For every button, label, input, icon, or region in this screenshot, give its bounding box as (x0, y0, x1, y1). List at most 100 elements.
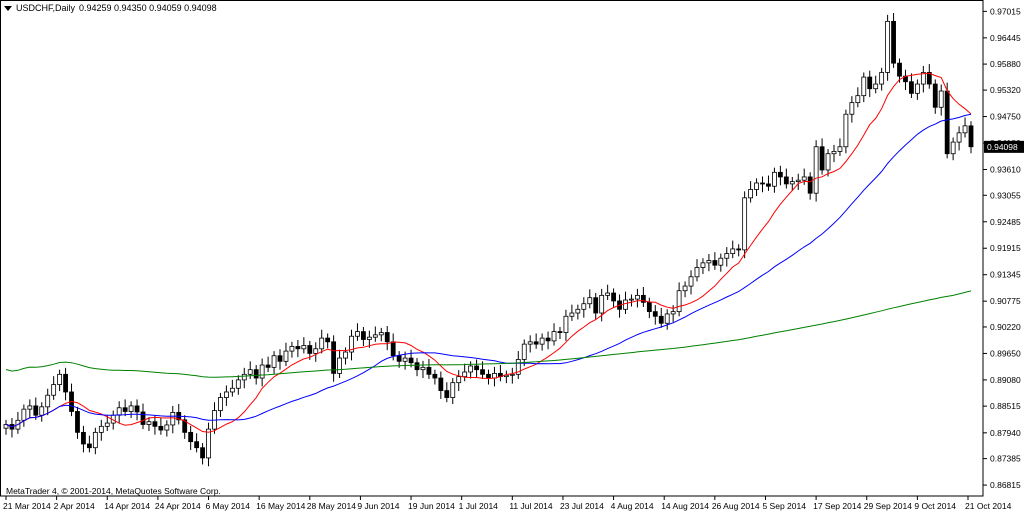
candle-body (813, 146, 819, 194)
candle-body (843, 113, 849, 148)
candle-body (801, 176, 807, 181)
candle (503, 370, 509, 384)
candle (909, 73, 914, 98)
candle-body (629, 298, 634, 301)
candle (700, 258, 706, 275)
candle-body (509, 373, 515, 376)
x-tick-label: 21 Mar 2014 (3, 501, 51, 511)
candle-body (81, 431, 86, 445)
candle (57, 369, 63, 392)
y-tick-label: 0.93055 (990, 190, 1021, 200)
y-tick-label: 0.92485 (990, 217, 1021, 227)
candle-body (962, 125, 968, 134)
candle-body (384, 332, 390, 343)
y-tick-label: 0.86815 (990, 480, 1021, 490)
candle (456, 370, 462, 392)
candle-body (938, 90, 944, 108)
candle (337, 349, 342, 379)
candle-body (45, 394, 51, 408)
candle-body (206, 428, 211, 459)
candle-body (188, 431, 194, 443)
candle-body (950, 141, 956, 155)
candle-body (539, 337, 545, 345)
candle-body (450, 382, 456, 398)
y-tick-label: 0.91915 (990, 243, 1021, 253)
candle-body (849, 102, 855, 115)
candle (271, 351, 277, 374)
candle-body (968, 125, 974, 148)
x-tick-label: 11 Jul 2014 (509, 501, 553, 511)
y-tick-label: 0.91345 (990, 270, 1021, 280)
y-tick-label: 0.87940 (990, 428, 1021, 438)
candle-body (575, 308, 581, 314)
candle (259, 358, 265, 387)
candle-body (486, 373, 491, 379)
candle-body (474, 365, 479, 371)
candle-body (361, 331, 366, 340)
candle (879, 67, 885, 91)
candle-body (420, 366, 426, 371)
candle-body (533, 341, 539, 345)
candle-body (867, 76, 873, 90)
candle-body (170, 412, 176, 426)
candle-body (956, 132, 962, 143)
candle-body (914, 83, 920, 94)
candle-body (92, 431, 98, 449)
candle (706, 254, 712, 272)
candle (372, 326, 378, 342)
candle (235, 375, 241, 395)
candle-body (646, 301, 652, 313)
candle-body (39, 406, 45, 416)
y-tick-label: 0.87385 (990, 454, 1021, 464)
candle (688, 270, 694, 295)
candle-body (789, 181, 795, 185)
candle (938, 84, 944, 116)
candle-body (122, 407, 128, 412)
candle (575, 304, 581, 320)
candle (229, 379, 235, 397)
x-tick-label: 17 Sep 2014 (813, 501, 861, 511)
candle (527, 335, 533, 353)
candle-body (581, 303, 587, 310)
candle (384, 326, 390, 351)
candle (920, 65, 926, 93)
candle (355, 323, 360, 341)
candle (349, 329, 354, 361)
y-tick-label: 0.95880 (990, 59, 1021, 69)
candle (867, 70, 873, 98)
candle-body (462, 371, 468, 378)
candle (599, 288, 605, 322)
candle-body (819, 146, 825, 171)
candle-body (396, 355, 402, 362)
candle (361, 326, 366, 346)
candle (742, 191, 748, 259)
x-tick-label: 1 Jul 2014 (459, 501, 498, 511)
y-tick-label: 0.93610 (990, 165, 1021, 175)
dropdown-triangle-icon[interactable] (4, 5, 12, 11)
candle-body (658, 315, 664, 324)
candle (807, 172, 813, 200)
candle-body (325, 337, 331, 343)
candle-body (402, 357, 408, 362)
candle-body (319, 337, 325, 350)
candle-body (605, 292, 611, 296)
candle (331, 335, 337, 382)
candle-body (897, 62, 902, 77)
candle-body (652, 311, 658, 317)
candle-body (885, 20, 891, 73)
candle-body (891, 20, 896, 64)
candle (891, 13, 896, 68)
candle (462, 363, 468, 382)
candle (694, 259, 700, 282)
x-tick-label: 2 Apr 2014 (54, 501, 95, 511)
candle (212, 402, 217, 434)
candle (825, 149, 831, 177)
candle-body (742, 197, 748, 251)
candle-body (456, 376, 462, 384)
candle (241, 367, 247, 389)
candle (45, 388, 51, 416)
candle-body (527, 341, 533, 345)
candle-body (909, 81, 914, 94)
candle (593, 293, 599, 320)
